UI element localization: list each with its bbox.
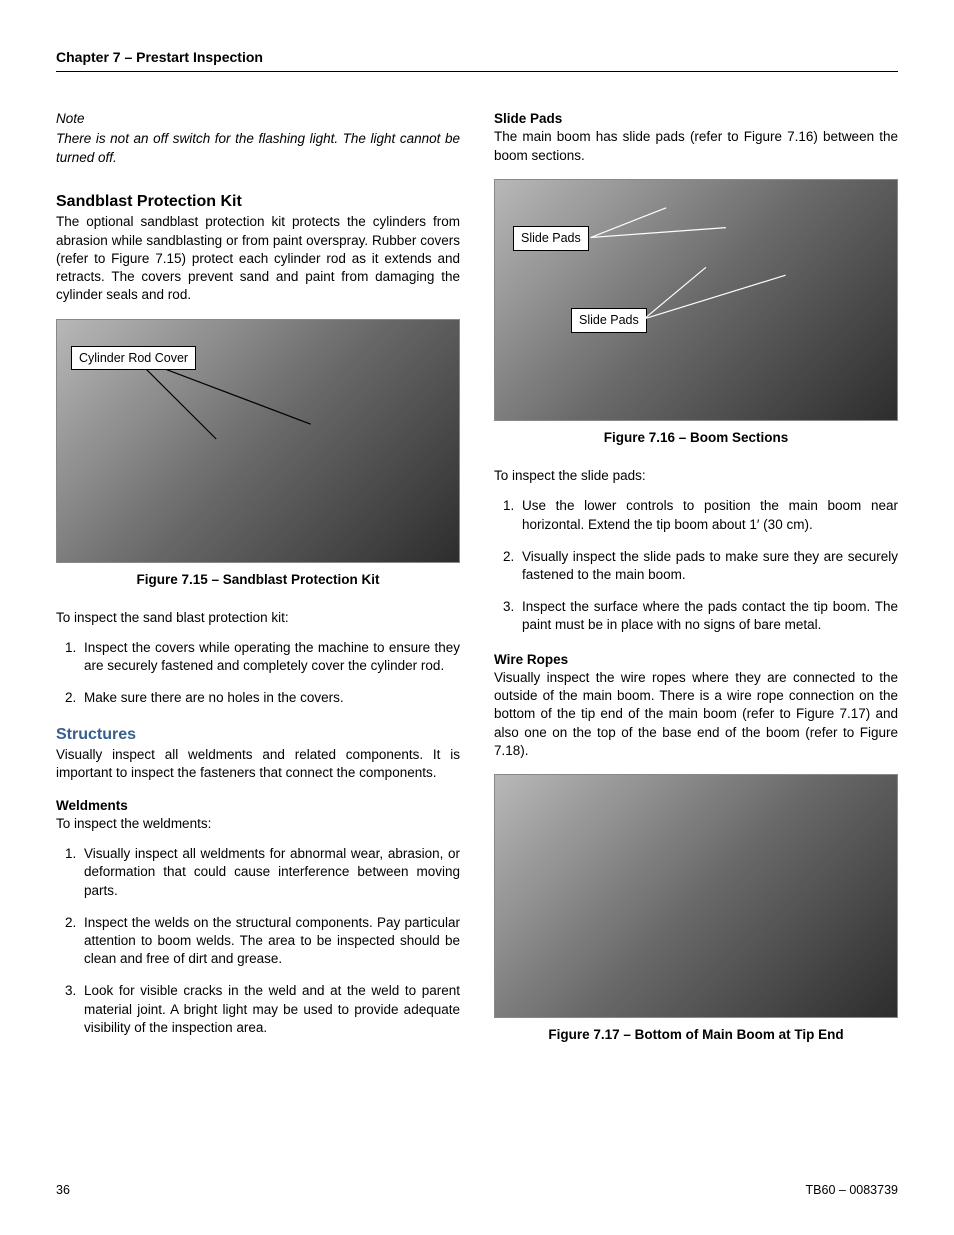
weldments-lead: To inspect the weldments:	[56, 815, 460, 833]
figure-7-16: Slide Pads Slide Pads	[494, 179, 898, 421]
sandblast-body: The optional sandblast protection kit pr…	[56, 213, 460, 304]
list-item: Visually inspect all weldments for abnor…	[80, 845, 460, 900]
left-column: Note There is not an off switch for the …	[56, 110, 460, 1053]
doc-id: TB60 – 0083739	[806, 1182, 898, 1199]
page-header: Chapter 7 – Prestart Inspection	[56, 48, 898, 72]
list-item: Inspect the welds on the structural comp…	[80, 914, 460, 969]
slide-pads-steps: Use the lower controls to position the m…	[494, 497, 898, 634]
note-body: There is not an off switch for the flash…	[56, 130, 460, 166]
figure-7-15-caption: Figure 7.15 – Sandblast Protection Kit	[56, 571, 460, 589]
page-footer: 36 TB60 – 0083739	[56, 1182, 898, 1199]
callout-cylinder-rod-cover: Cylinder Rod Cover	[71, 346, 196, 371]
wire-ropes-heading: Wire Ropes	[494, 651, 898, 669]
list-item: Make sure there are no holes in the cove…	[80, 689, 460, 707]
figure-7-16-caption: Figure 7.16 – Boom Sections	[494, 429, 898, 447]
weldments-steps: Visually inspect all weldments for abnor…	[56, 845, 460, 1037]
figure-7-17	[494, 774, 898, 1018]
content-columns: Note There is not an off switch for the …	[56, 110, 898, 1053]
sandblast-steps: Inspect the covers while operating the m…	[56, 639, 460, 708]
structures-body: Visually inspect all weldments and relat…	[56, 746, 460, 782]
slide-pads-body: The main boom has slide pads (refer to F…	[494, 128, 898, 164]
note-label: Note	[56, 110, 460, 128]
slide-pads-heading: Slide Pads	[494, 110, 898, 128]
leader-lines-2	[495, 180, 897, 420]
sandblast-lead: To inspect the sand blast protection kit…	[56, 609, 460, 627]
chapter-title: Chapter 7 – Prestart Inspection	[56, 49, 263, 65]
figure-7-17-caption: Figure 7.17 – Bottom of Main Boom at Tip…	[494, 1026, 898, 1044]
wire-ropes-body: Visually inspect the wire ropes where th…	[494, 669, 898, 760]
list-item: Inspect the surface where the pads conta…	[518, 598, 898, 634]
list-item: Visually inspect the slide pads to make …	[518, 548, 898, 584]
page-number: 36	[56, 1182, 70, 1199]
callout-slide-pads-1: Slide Pads	[513, 226, 589, 251]
weldments-heading: Weldments	[56, 797, 460, 815]
slide-pads-lead: To inspect the slide pads:	[494, 467, 898, 485]
list-item: Use the lower controls to position the m…	[518, 497, 898, 533]
list-item: Look for visible cracks in the weld and …	[80, 982, 460, 1037]
sandblast-heading: Sandblast Protection Kit	[56, 191, 460, 213]
right-column: Slide Pads The main boom has slide pads …	[494, 110, 898, 1053]
figure-7-15: Cylinder Rod Cover	[56, 319, 460, 563]
list-item: Inspect the covers while operating the m…	[80, 639, 460, 675]
structures-heading: Structures	[56, 724, 460, 746]
callout-slide-pads-2: Slide Pads	[571, 308, 647, 333]
